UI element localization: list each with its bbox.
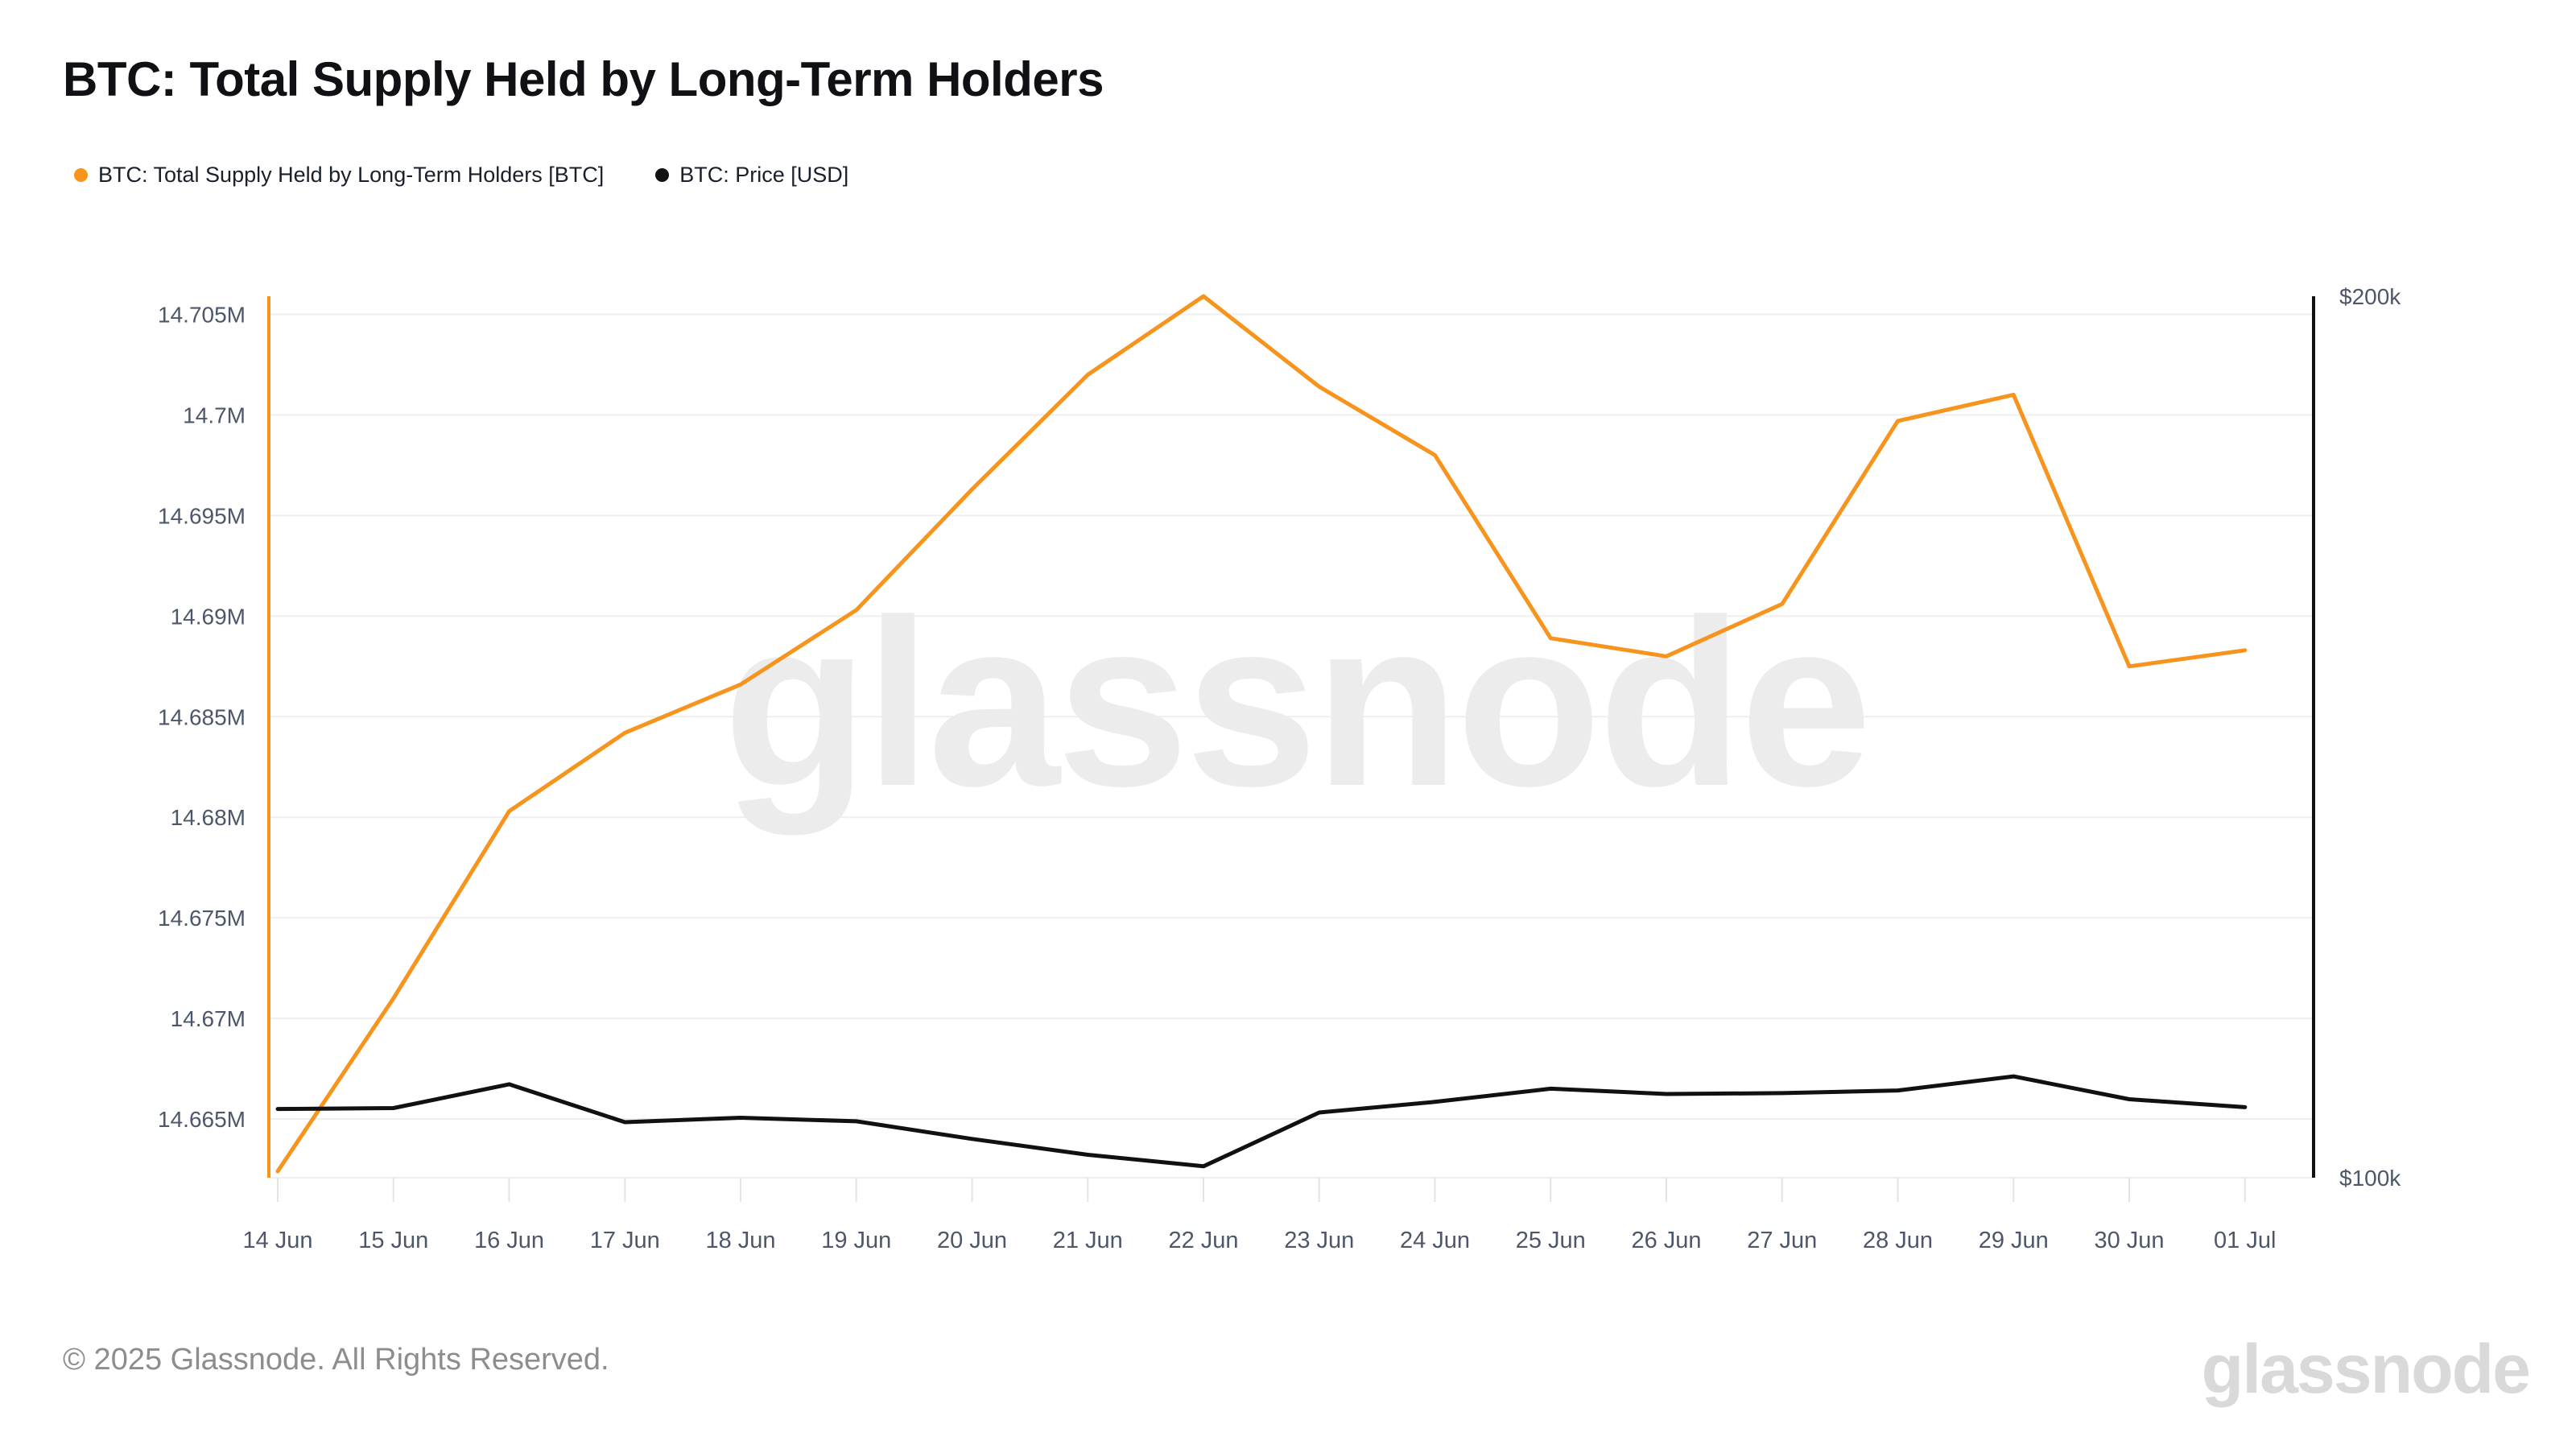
legend-label-supply: BTC: Total Supply Held by Long-Term Hold… — [98, 163, 605, 187]
chart-legend: BTC: Total Supply Held by Long-Term Hold… — [74, 163, 848, 188]
x-axis-tick-label: 25 Jun — [1516, 1228, 1586, 1253]
legend-label-price: BTC: Price [USD] — [679, 163, 849, 187]
x-axis-tick-label: 14 Jun — [242, 1228, 312, 1253]
x-axis-tick-label: 20 Jun — [937, 1228, 1007, 1253]
y-axis-tick-label: 14.67M — [171, 1006, 246, 1031]
supply-series-dot-icon — [74, 168, 88, 182]
x-axis-tick-label: 22 Jun — [1168, 1228, 1238, 1253]
right-axis-tick-label: $100k — [2339, 1166, 2401, 1191]
right-axis-tick-label: $200k — [2339, 284, 2401, 309]
x-axis-tick-label: 27 Jun — [1747, 1228, 1817, 1253]
price-series-line[interactable] — [275, 1074, 2248, 1169]
x-axis-tick-label: 16 Jun — [474, 1228, 544, 1253]
y-axis-tick-label: 14.68M — [171, 805, 246, 830]
y-axis-tick-label: 14.675M — [158, 906, 246, 931]
y-axis-tick-label: 14.705M — [158, 302, 246, 327]
y-axis-tick-label: 14.685M — [158, 704, 246, 729]
y-axis-tick-label: 14.7M — [183, 402, 246, 427]
x-axis-tick-label: 30 Jun — [2094, 1228, 2164, 1253]
x-axis-tick-label: 18 Jun — [705, 1228, 775, 1253]
legend-item-supply[interactable]: BTC: Total Supply Held by Long-Term Hold… — [74, 163, 604, 188]
x-axis-tick-label: 17 Jun — [590, 1228, 660, 1253]
x-axis-tick-label: 23 Jun — [1284, 1228, 1354, 1253]
x-axis-tick-label: 28 Jun — [1863, 1228, 1933, 1253]
watermark-text: glassnode — [723, 570, 1868, 837]
y-axis-tick-label: 14.665M — [158, 1107, 246, 1132]
x-axis-tick-label: 19 Jun — [821, 1228, 891, 1253]
supply-series-line[interactable] — [275, 294, 2248, 1174]
y-axis-tick-label: 14.695M — [158, 503, 246, 528]
page-title: BTC: Total Supply Held by Long-Term Hold… — [63, 52, 1104, 106]
x-axis-tick-label: 15 Jun — [358, 1228, 428, 1253]
price-series-dot-icon — [655, 168, 670, 182]
x-axis-tick-label: 01 Jul — [2214, 1228, 2276, 1253]
x-axis-tick-label: 26 Jun — [1631, 1228, 1701, 1253]
glassnode-logo: glassnode — [2201, 1331, 2531, 1408]
x-axis-tick-label: 29 Jun — [1979, 1228, 2049, 1253]
copyright-text: © 2025 Glassnode. All Rights Reserved. — [63, 1343, 609, 1377]
x-axis-tick-label: 24 Jun — [1400, 1228, 1470, 1253]
x-axis-tick-label: 21 Jun — [1053, 1228, 1123, 1253]
y-axis-tick-label: 14.69M — [171, 604, 246, 629]
legend-item-price[interactable]: BTC: Price [USD] — [655, 163, 848, 188]
